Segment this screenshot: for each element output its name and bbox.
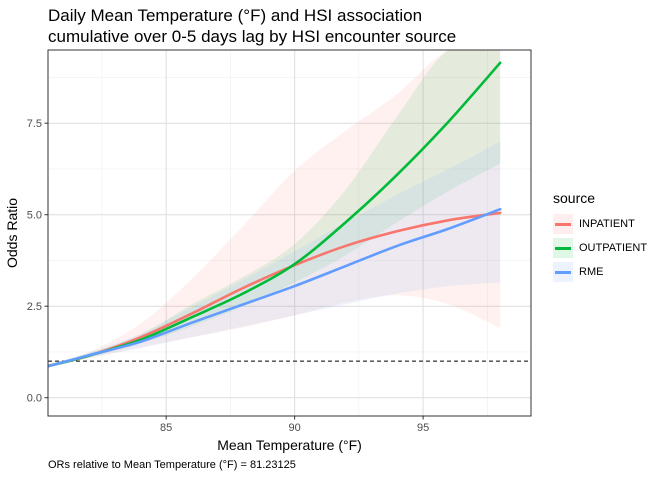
- panel-border: [47, 49, 532, 417]
- y-tick-label: 2.5: [27, 301, 42, 313]
- legend-label-inpatient: INPATIENT: [579, 218, 635, 230]
- confidence-bands: [48, 50, 501, 368]
- legend: source INPATIENT OUTPATIENT RME: [553, 190, 647, 284]
- x-tick-label: 85: [160, 422, 172, 434]
- legend-item-rme: RME: [553, 260, 647, 284]
- legend-item-inpatient: INPATIENT: [553, 212, 647, 236]
- legend-item-outpatient: OUTPATIENT: [553, 236, 647, 260]
- series-line-rme: [48, 207, 502, 368]
- axes: 85 90 95 0.0 2.5 5.0 7.5 Mean Temperature (°F) O…: [4, 49, 532, 453]
- confidence-band-outpatient: [48, 50, 501, 368]
- x-axis-title: Mean Temperature (°F): [217, 437, 362, 453]
- legend-key-inpatient: [553, 214, 573, 234]
- y-tick-label: 0.0: [27, 393, 42, 405]
- chart-caption: ORs relative to Mean Temperature (°F) = …: [48, 459, 296, 471]
- legend-label-rme: RME: [579, 266, 604, 278]
- y-tick-label: 5.0: [27, 210, 42, 222]
- legend-key-outpatient: [553, 238, 573, 258]
- y-axis-title: Odds Ratio: [4, 198, 20, 268]
- legend-label-outpatient: OUTPATIENT: [579, 242, 648, 254]
- x-tick-label: 90: [289, 422, 301, 434]
- chart-title: Daily Mean Temperature (°F) and HSI asso…: [48, 6, 457, 46]
- legend-title: source: [553, 190, 596, 206]
- series-lines: [48, 61, 502, 368]
- y-tick-label: 7.5: [27, 118, 42, 130]
- grid: [48, 50, 531, 416]
- legend-key-rme: [553, 262, 573, 282]
- x-tick-label: 95: [417, 422, 429, 434]
- confidence-band-rme: [48, 141, 501, 368]
- confidence-band-inpatient: [48, 50, 501, 368]
